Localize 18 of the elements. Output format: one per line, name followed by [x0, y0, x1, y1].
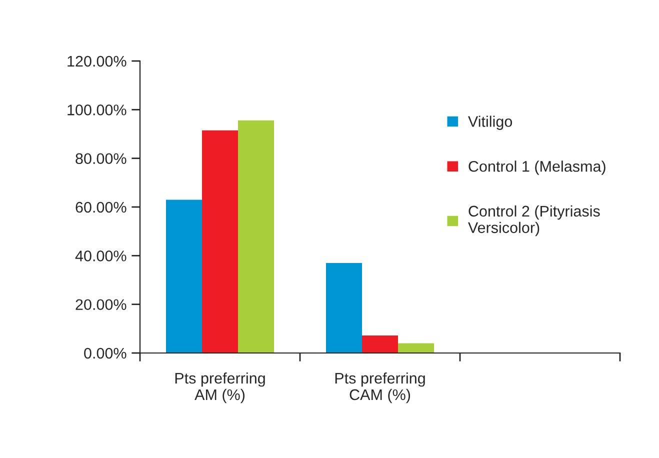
y-tick-label: 120.00% — [68, 56, 126, 67]
y-tick-label: 60.00% — [76, 202, 126, 213]
bar — [166, 200, 202, 353]
legend-label: Control 1 (Melasma) — [468, 160, 606, 175]
x-tick-label: Pts preferring CAM (%) — [335, 372, 425, 404]
legend-label: Vitiligo — [468, 116, 512, 130]
y-tick-label: 20.00% — [76, 299, 126, 310]
y-tick-label: 40.00% — [75, 250, 126, 262]
legend-label: Control 2 (Pityriasis Versicolor) — [468, 205, 600, 236]
x-tick-label: Pts preferring AM (%) — [175, 372, 265, 404]
y-tick-label: 80.00% — [76, 153, 126, 164]
y-tick-label: 100.00% — [68, 104, 126, 116]
y-tick-label: 0.00% — [84, 348, 126, 359]
bar — [238, 120, 274, 353]
bar — [326, 262, 362, 353]
bar — [202, 130, 238, 353]
bar — [362, 335, 398, 353]
bar — [398, 343, 434, 353]
